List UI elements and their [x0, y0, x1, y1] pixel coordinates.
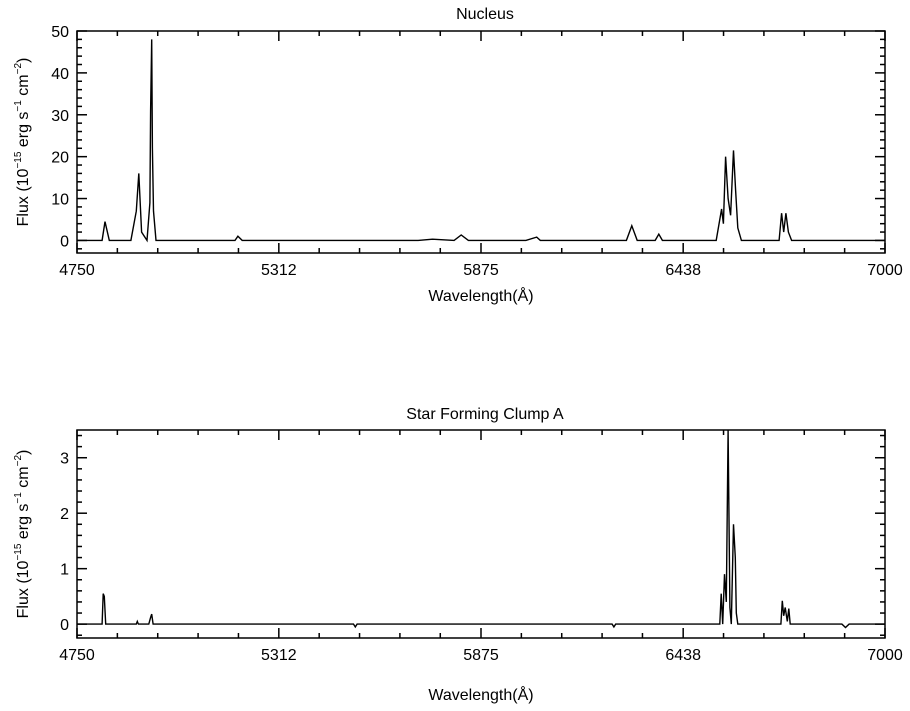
y-tick-label: 30 [51, 108, 69, 125]
x-tick-label: 6438 [665, 647, 701, 664]
clump-a-spectrum-line [77, 429, 885, 629]
clump-a-panel: Star Forming Clump A 4750 5312 5875 6438 700… [13, 406, 903, 704]
clump-a-x-axis-label: Wavelength(Å) [428, 685, 533, 704]
y-tick-label: 0 [60, 617, 69, 634]
x-tick-label: 5875 [463, 262, 499, 279]
x-tick-label: 5875 [463, 647, 499, 664]
nucleus-title: Nucleus [456, 6, 514, 23]
x-tick-label: 4750 [59, 262, 95, 279]
clump-a-y-axis-label: Flux (10−15 erg s−1 cm−2) [13, 450, 32, 619]
y-tick-label: 10 [51, 192, 69, 209]
nucleus-panel: Nucleus 4750 5312 5875 6438 7000 0 10 20 30 40 50… [13, 6, 903, 305]
x-tick-label: 4750 [59, 647, 95, 664]
nucleus-y-ticks: 0 10 20 30 40 50 [51, 24, 885, 250]
y-tick-label: 0 [60, 233, 69, 250]
y-tick-label: 40 [51, 66, 69, 83]
nucleus-spectrum-line [77, 39, 885, 243]
nucleus-y-axis-label: Flux (10−15 erg s−1 cm−2) [13, 58, 32, 227]
x-tick-label: 7000 [867, 262, 903, 279]
y-tick-label: 20 [51, 150, 69, 167]
y-tick-label: 3 [60, 451, 69, 468]
clump-a-plot-frame [76, 429, 886, 639]
y-tick-label: 50 [51, 24, 69, 41]
nucleus-x-axis-label: Wavelength(Å) [428, 286, 533, 305]
y-tick-label: 1 [60, 562, 69, 579]
y-tick-label: 2 [60, 506, 69, 523]
nucleus-x-ticks: 4750 5312 5875 6438 7000 [59, 31, 903, 279]
x-tick-label: 5312 [261, 262, 297, 279]
clump-a-x-ticks: 4750 5312 5875 6438 7000 [59, 430, 903, 664]
x-tick-label: 6438 [665, 262, 701, 279]
x-tick-label: 5312 [261, 647, 297, 664]
x-tick-label: 7000 [867, 647, 903, 664]
nucleus-plot-frame [76, 30, 886, 254]
clump-a-title: Star Forming Clump A [406, 406, 564, 423]
clump-a-y-ticks: 0 1 2 3 [60, 434, 885, 636]
